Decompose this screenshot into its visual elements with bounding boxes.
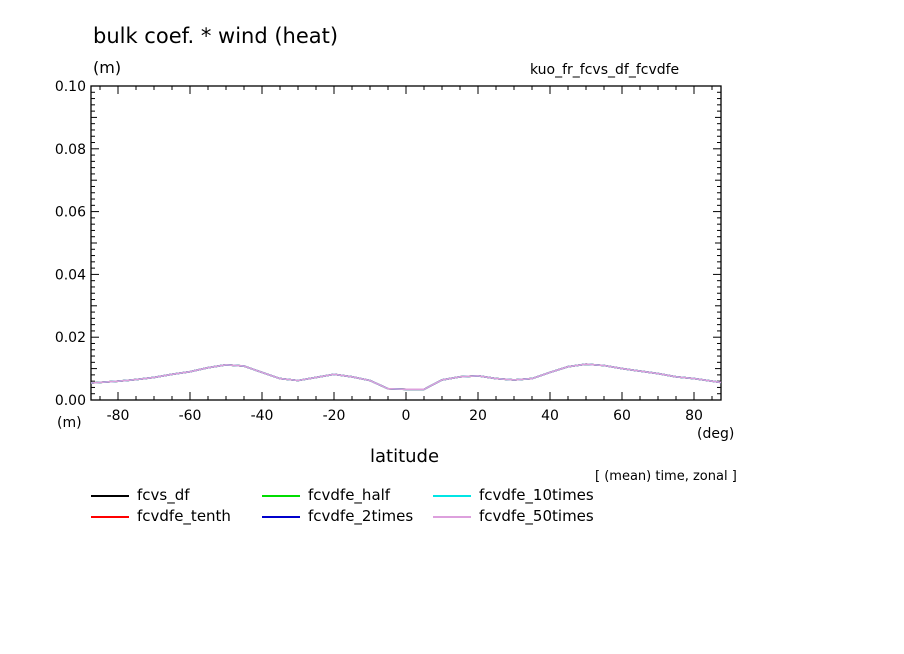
plot-frame [90,85,722,401]
series-line-fcvdfe_2times [90,363,722,391]
legend-label: fcvdfe_50times [479,507,594,525]
y-tick-label: 0.00 [55,393,86,409]
y-axis-unit-label: (m) [93,58,122,77]
series-lines [90,363,722,391]
axes: -80 -60 -40 -20 0 20 40 60 80 0.00 0.02 0.04 0.06 0.0… [55,79,722,424]
x-tick-label: 0 [402,408,411,424]
averaging-annotation: [ (mean) time, zonal ] [595,469,737,484]
x-tick-label: -60 [179,408,202,424]
y-tick-label: 0.08 [55,142,86,158]
legend-label: fcvdfe_half [308,486,391,504]
x-tick-label: 40 [541,408,559,424]
legend-label: fcvdfe_tenth [137,507,231,525]
x-axis-label: latitude [370,446,440,467]
y-tick-label: 0.04 [55,267,86,283]
x-tick-label: 20 [469,408,487,424]
y-axis-unit-label-bottom: (m) [57,415,82,431]
x-tick-label: 60 [613,408,631,424]
legend-swatch [91,516,129,518]
y-tick-label: 0.02 [55,330,86,346]
chart-title: bulk coef. * wind (heat) [93,24,339,48]
legend-label: fcvs_df [137,486,190,504]
legend-swatch [433,495,471,497]
experiment-label: kuo_fr_fcvs_df_fcvdfe [530,62,680,78]
y-tick-label: 0.10 [55,79,86,95]
series-line-fcvdfe_tenth [90,363,722,391]
x-axis-unit-label: (deg) [697,426,735,442]
y-tick-label: 0.06 [55,205,86,221]
x-tick-label: -40 [251,408,274,424]
legend-swatch [91,495,129,497]
series-line-fcvdfe_50times [90,363,722,391]
x-tick-label: 80 [685,408,703,424]
legend-label: fcvdfe_2times [308,507,414,525]
series-line-fcvdfe_10times [90,363,722,391]
legend-swatch [262,516,300,518]
x-tick-label: -80 [107,408,130,424]
series-line-fcvs_df [90,363,722,391]
legend-swatch [262,495,300,497]
x-tick-label: -20 [323,408,346,424]
legend-label: fcvdfe_10times [479,486,594,504]
legend-swatch [433,516,471,518]
series-line-fcvdfe_half [90,363,722,391]
